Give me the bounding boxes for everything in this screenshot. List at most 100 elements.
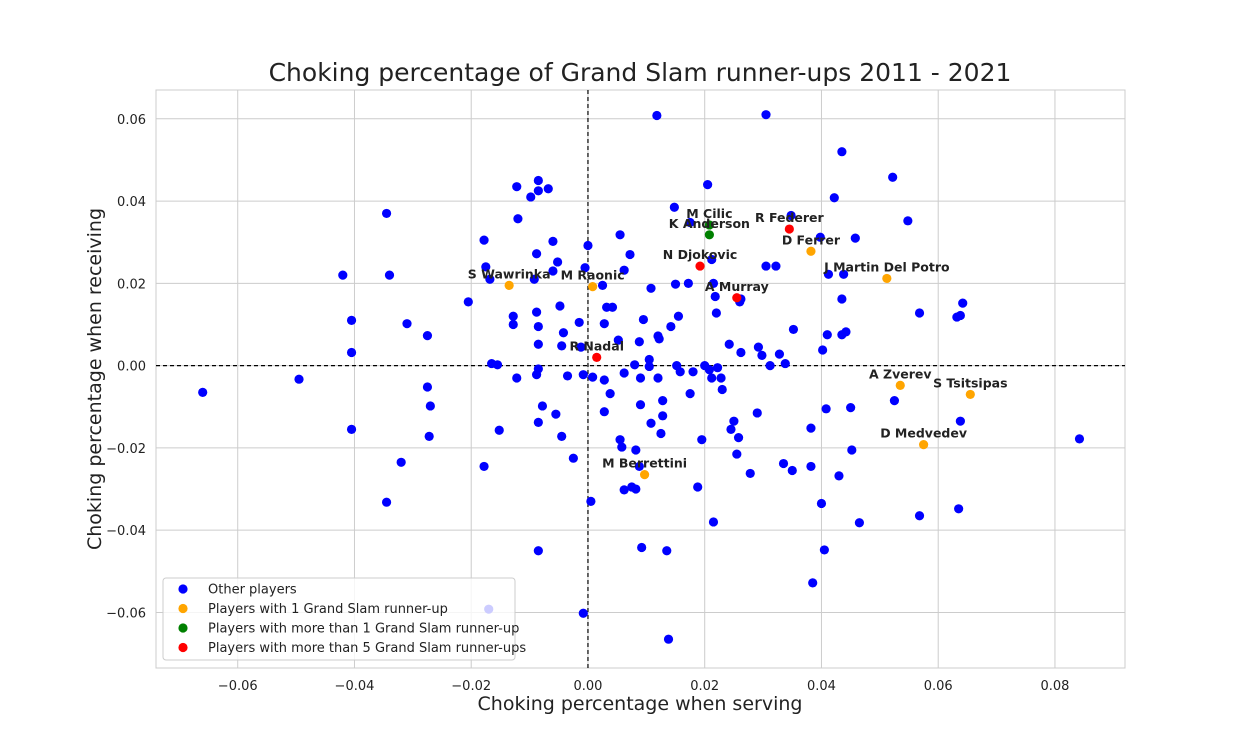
data-point — [381, 497, 392, 507]
data-point — [617, 442, 627, 452]
data-point — [704, 365, 714, 375]
player-label: R Nadal — [569, 338, 624, 353]
data-point — [724, 339, 734, 349]
data-point — [425, 401, 435, 411]
data-point — [786, 210, 796, 221]
data-point — [576, 342, 586, 352]
data-point — [780, 358, 790, 369]
data-point — [537, 401, 548, 411]
data-point — [422, 330, 433, 341]
data-point — [424, 431, 434, 441]
data-point — [639, 470, 650, 480]
data-point — [673, 311, 684, 321]
data-point — [533, 417, 543, 428]
series-3 — [592, 224, 794, 363]
data-point — [508, 319, 518, 330]
data-point — [771, 261, 781, 271]
data-point — [630, 360, 640, 370]
series-1 — [504, 246, 975, 480]
data-point — [533, 321, 543, 332]
data-point — [481, 262, 491, 272]
data-point — [806, 246, 816, 256]
player-label: R Federer — [755, 210, 825, 225]
data-point — [644, 354, 654, 365]
data-point — [198, 387, 208, 397]
data-point — [588, 282, 598, 292]
data-point — [607, 302, 618, 312]
chart-title: Choking percentage of Grand Slam runner-… — [269, 58, 1012, 87]
data-point — [784, 224, 794, 234]
data-point — [512, 373, 522, 383]
data-point — [708, 278, 719, 288]
data-point — [708, 517, 719, 527]
data-point — [526, 192, 536, 202]
data-point — [685, 217, 695, 228]
x-tick-label: 0.02 — [690, 679, 719, 694]
data-point — [533, 175, 543, 186]
data-point — [402, 319, 412, 329]
y-tick-label: −0.04 — [106, 524, 146, 539]
data-point — [707, 373, 717, 383]
data-point — [888, 172, 898, 182]
data-point — [711, 308, 721, 318]
data-point — [834, 471, 844, 481]
data-point — [634, 337, 644, 347]
data-point — [599, 319, 609, 329]
data-point — [778, 458, 789, 469]
data-point — [670, 279, 681, 289]
legend-label: Players with 1 Grand Slam runner-up — [208, 602, 448, 617]
data-point — [710, 291, 720, 302]
data-point — [553, 257, 563, 267]
data-point — [635, 400, 646, 410]
data-point — [653, 331, 663, 341]
data-point — [396, 457, 406, 467]
player-label: A Zverev — [869, 366, 932, 381]
x-tick-label: 0.06 — [924, 679, 953, 694]
y-tick-label: 0.00 — [117, 360, 146, 375]
data-point — [548, 236, 558, 246]
data-point — [658, 395, 668, 406]
player-label: N Djokovic — [663, 247, 737, 262]
data-point — [765, 361, 775, 371]
data-point — [823, 269, 834, 279]
data-point — [492, 360, 503, 370]
data-point — [703, 180, 713, 190]
data-point — [613, 335, 623, 345]
data-point — [707, 254, 717, 265]
data-point — [666, 321, 676, 332]
data-point — [548, 266, 558, 276]
player-label: S Tsitsipas — [933, 375, 1007, 390]
data-point — [695, 261, 705, 271]
data-point — [586, 496, 596, 506]
data-point — [463, 297, 473, 307]
data-point — [504, 280, 514, 291]
x-tick-label: 0.08 — [1040, 679, 1069, 694]
data-point — [578, 608, 588, 618]
player-label: K Anderson — [669, 216, 750, 231]
data-point — [954, 504, 964, 514]
data-point — [733, 433, 744, 443]
data-point — [583, 240, 593, 251]
legend-marker — [178, 623, 188, 633]
data-point — [753, 342, 764, 352]
y-axis-label: Choking percentage when receiving — [84, 208, 106, 550]
data-point — [1074, 434, 1085, 444]
data-point — [615, 435, 625, 445]
data-point — [588, 372, 598, 382]
data-point — [919, 440, 929, 450]
x-tick-label: −0.06 — [218, 679, 258, 694]
data-point — [675, 367, 685, 377]
data-point — [557, 431, 567, 441]
data-point — [818, 345, 828, 355]
data-point — [652, 110, 662, 121]
data-point — [658, 411, 668, 421]
data-point — [745, 468, 755, 479]
data-point — [568, 453, 578, 463]
data-point — [531, 370, 542, 380]
data-point — [806, 423, 816, 433]
data-point — [955, 310, 965, 321]
data-point — [531, 249, 542, 259]
x-tick-label: 0.04 — [807, 679, 836, 694]
data-point — [837, 294, 847, 304]
